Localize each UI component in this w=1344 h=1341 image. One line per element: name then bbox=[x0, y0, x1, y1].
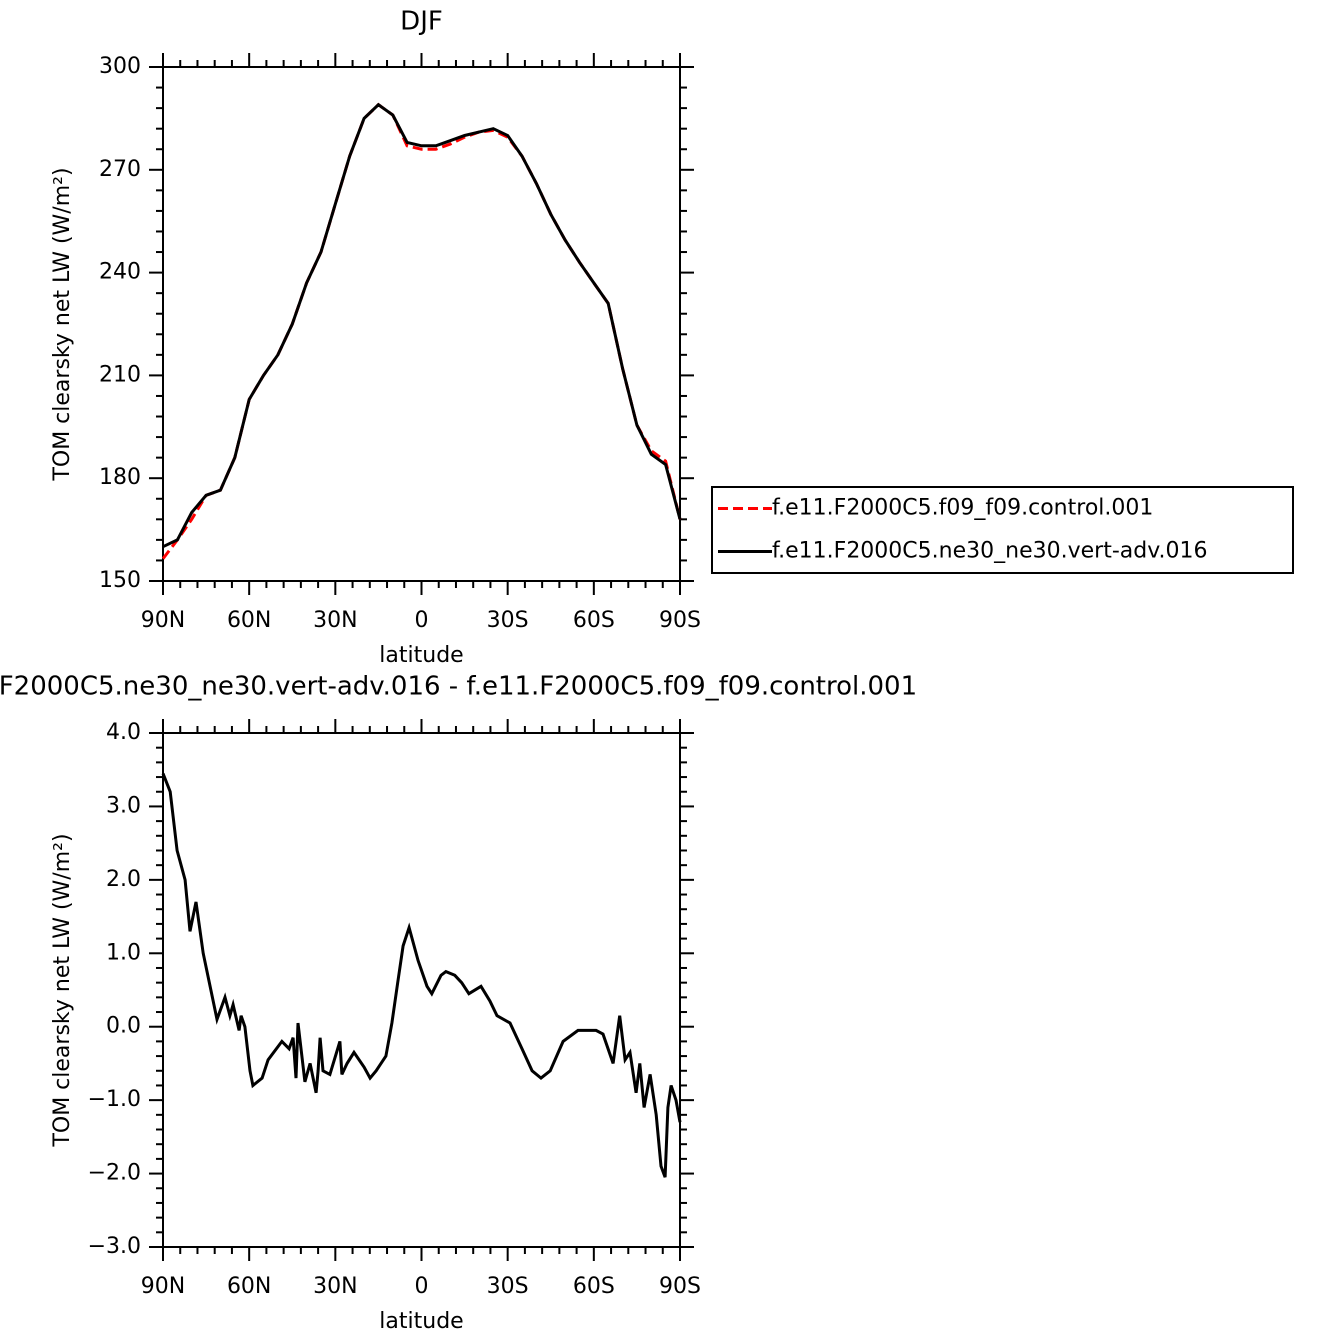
x-tick-label: 0 bbox=[415, 608, 429, 633]
x-tick-label: 60N bbox=[227, 1274, 271, 1299]
x-tick-label: 30S bbox=[487, 608, 529, 633]
x-axis-label: latitude bbox=[379, 1309, 463, 1334]
y-tick-label: 0.0 bbox=[106, 1014, 141, 1039]
x-tick-label: 30N bbox=[313, 1274, 357, 1299]
x-tick-label: 60S bbox=[573, 608, 615, 633]
x-tick-label: 60S bbox=[573, 1274, 615, 1299]
y-tick-label: 240 bbox=[99, 260, 141, 285]
y-axis-label: TOM clearsky net LW (W/m²) bbox=[50, 167, 75, 481]
data-line bbox=[161, 772, 682, 1178]
y-tick-label: 300 bbox=[99, 54, 141, 79]
chart-title: f.e11.F2000C5.ne30_ne30.vert-adv.016 - f… bbox=[0, 672, 917, 702]
x-tick-label: 0 bbox=[415, 1274, 429, 1299]
x-tick-label: 90N bbox=[141, 1274, 185, 1299]
y-tick-label: −1.0 bbox=[88, 1087, 141, 1112]
y-tick-label: 2.0 bbox=[106, 867, 141, 892]
data-line bbox=[161, 102, 682, 560]
data-line bbox=[162, 102, 682, 549]
legend-label: f.e11.F2000C5.f09_f09.control.001 bbox=[772, 496, 1153, 521]
plot-frame bbox=[162, 732, 681, 1248]
x-tick-label: 30N bbox=[313, 608, 357, 633]
x-tick-label: 90N bbox=[141, 608, 185, 633]
legend-box bbox=[711, 486, 1294, 574]
y-tick-label: −3.0 bbox=[88, 1234, 141, 1259]
y-tick-label: 210 bbox=[99, 362, 141, 387]
plot-frame bbox=[162, 66, 681, 582]
x-tick-label: 90S bbox=[659, 608, 701, 633]
x-tick-label: 90S bbox=[659, 1274, 701, 1299]
y-axis-label: TOM clearsky net LW (W/m²) bbox=[50, 833, 75, 1147]
x-tick-label: 30S bbox=[487, 1274, 529, 1299]
y-tick-label: −2.0 bbox=[88, 1161, 141, 1186]
x-tick-label: 60N bbox=[227, 608, 271, 633]
chart-title: DJF bbox=[400, 7, 443, 37]
y-tick-label: 1.0 bbox=[106, 940, 141, 965]
legend-label: f.e11.F2000C5.ne30_ne30.vert-adv.016 bbox=[772, 539, 1208, 564]
x-axis-label: latitude bbox=[379, 643, 463, 668]
y-tick-label: 270 bbox=[99, 157, 141, 182]
y-tick-label: 180 bbox=[99, 465, 141, 490]
y-tick-label: 150 bbox=[99, 568, 141, 593]
y-tick-label: 3.0 bbox=[106, 793, 141, 818]
y-tick-label: 4.0 bbox=[106, 720, 141, 745]
